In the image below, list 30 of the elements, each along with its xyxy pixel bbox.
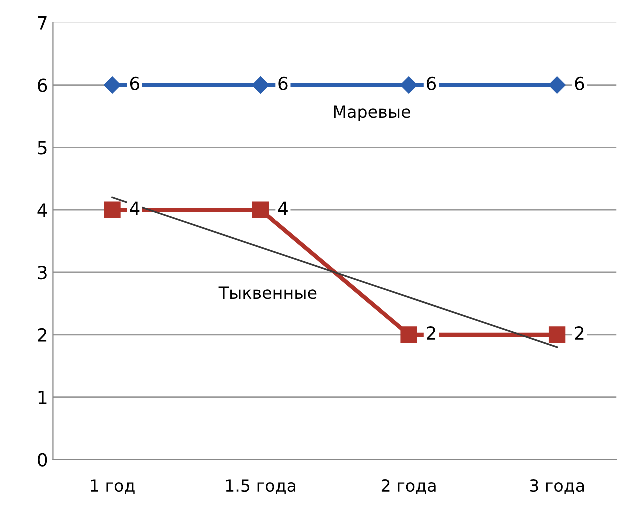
point: [548, 326, 566, 344]
data-label: 6: [130, 76, 140, 91]
data-label: 2: [427, 326, 436, 340]
series-label: Тыквенные: [218, 286, 317, 300]
x-tick-label: 3 года: [530, 479, 584, 494]
data-label: 2: [575, 326, 584, 340]
point: [104, 202, 121, 218]
data-label: 6: [426, 76, 436, 91]
point: [252, 76, 270, 94]
point: [104, 76, 122, 94]
x-tick-label: 1 год: [91, 480, 135, 494]
data-label: 4: [278, 202, 288, 216]
point: [252, 202, 270, 218]
y-tick-label: 7: [38, 16, 47, 30]
point: [400, 326, 418, 344]
y-tick-label: 2: [38, 328, 47, 342]
data-label: 4: [130, 202, 140, 216]
data-label: 6: [575, 76, 584, 91]
y-tick-label: 0: [38, 453, 48, 467]
y-tick-label: 4: [38, 204, 48, 217]
point: [548, 76, 566, 94]
point: [400, 76, 418, 94]
y-tick-label: 1: [38, 391, 47, 404]
series-label: Маревые: [334, 106, 410, 122]
x-tick-label: 2 года: [382, 479, 436, 494]
y-tick-label: 5: [38, 141, 47, 155]
y-tick-label: 3: [38, 266, 47, 280]
x-tick-label: 1.5 года: [226, 480, 296, 494]
data-label: 6: [278, 76, 288, 91]
y-tick-label: 6: [38, 78, 48, 92]
